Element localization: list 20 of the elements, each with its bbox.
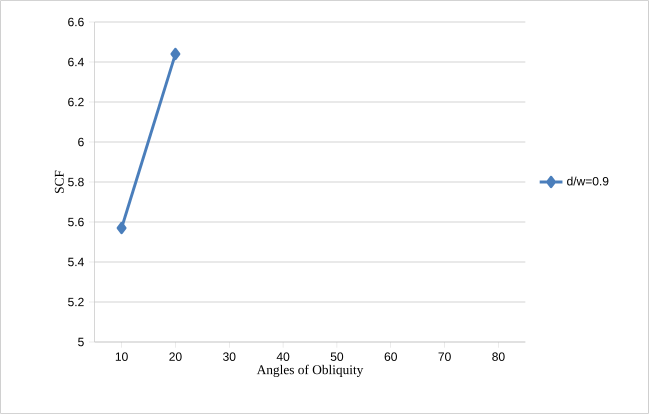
y-tick-label: 5.8 <box>68 178 84 186</box>
y-tick-label: 5.2 <box>68 298 84 306</box>
x-tick-label: 80 <box>492 352 505 361</box>
legend-label: d/w=0.9 <box>567 176 608 186</box>
y-tick-label: 5.6 <box>68 218 84 226</box>
y-tick-label: 6.2 <box>68 98 84 106</box>
y-tick-label: 6.6 <box>68 18 84 26</box>
x-tick-label: 30 <box>223 352 236 361</box>
x-tick-label: 10 <box>116 352 128 361</box>
y-tick-label: 5.4 <box>68 258 84 266</box>
x-tick-label: 70 <box>438 352 451 361</box>
x-tick-label: 20 <box>169 352 182 361</box>
x-tick-label: 50 <box>330 352 344 361</box>
y-tick-label: 6.4 <box>68 58 84 66</box>
y-tick-label: 6 <box>78 138 84 146</box>
x-tick-label: 60 <box>384 352 397 361</box>
y-axis-title: SCF <box>54 170 64 193</box>
x-axis-title: Angles of Obliquity <box>256 364 364 377</box>
y-tick-label: 5 <box>78 338 84 346</box>
x-tick-label: 40 <box>276 352 290 361</box>
